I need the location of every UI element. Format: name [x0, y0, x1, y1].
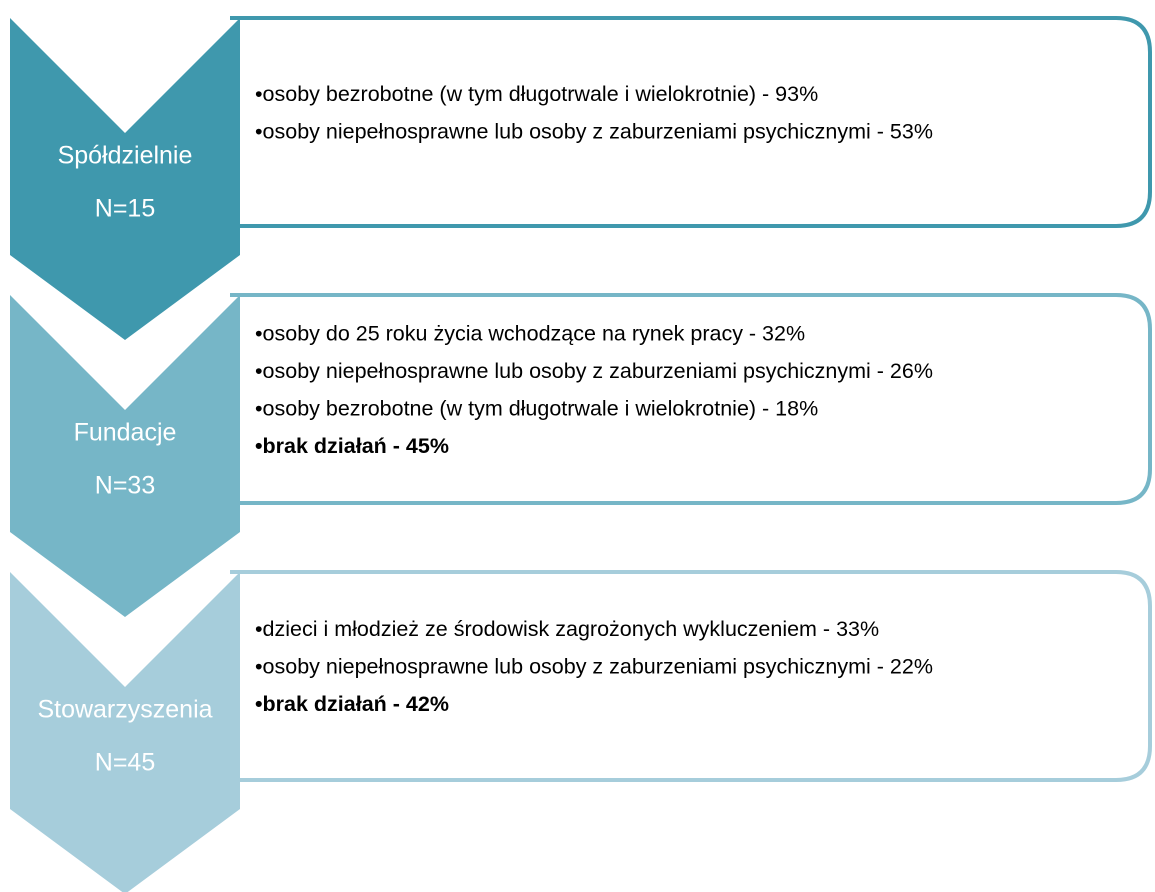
chevron — [10, 572, 240, 892]
item-text: •osoby niepełnosprawne lub osoby z zabur… — [255, 655, 933, 679]
group-label: Fundacje — [74, 419, 177, 447]
chevron — [10, 295, 240, 617]
group-label: Stowarzyszenia — [37, 696, 212, 724]
item-box — [230, 293, 1152, 505]
item-text: •osoby niepełnosprawne lub osoby z zabur… — [255, 119, 933, 143]
item-box — [230, 570, 1152, 782]
chevron — [10, 18, 240, 340]
item-text: •dzieci i młodzież ze środowisk zagrożon… — [255, 617, 879, 641]
item-text: •osoby niepełnosprawne lub osoby z zabur… — [255, 359, 933, 383]
group-n: N=15 — [95, 195, 155, 223]
item-text: •osoby bezrobotne (w tym długotrwale i w… — [255, 82, 818, 106]
item-text: •brak działań - 42% — [255, 692, 449, 716]
item-box — [230, 16, 1152, 228]
group-label: Spółdzielnie — [58, 142, 193, 170]
group-n: N=45 — [95, 749, 155, 777]
group-n: N=33 — [95, 472, 155, 500]
item-text: •osoby do 25 roku życia wchodzące na ryn… — [255, 321, 805, 345]
item-text: •brak działań - 45% — [255, 434, 449, 458]
item-text: •osoby bezrobotne (w tym długotrwale i w… — [255, 396, 818, 420]
